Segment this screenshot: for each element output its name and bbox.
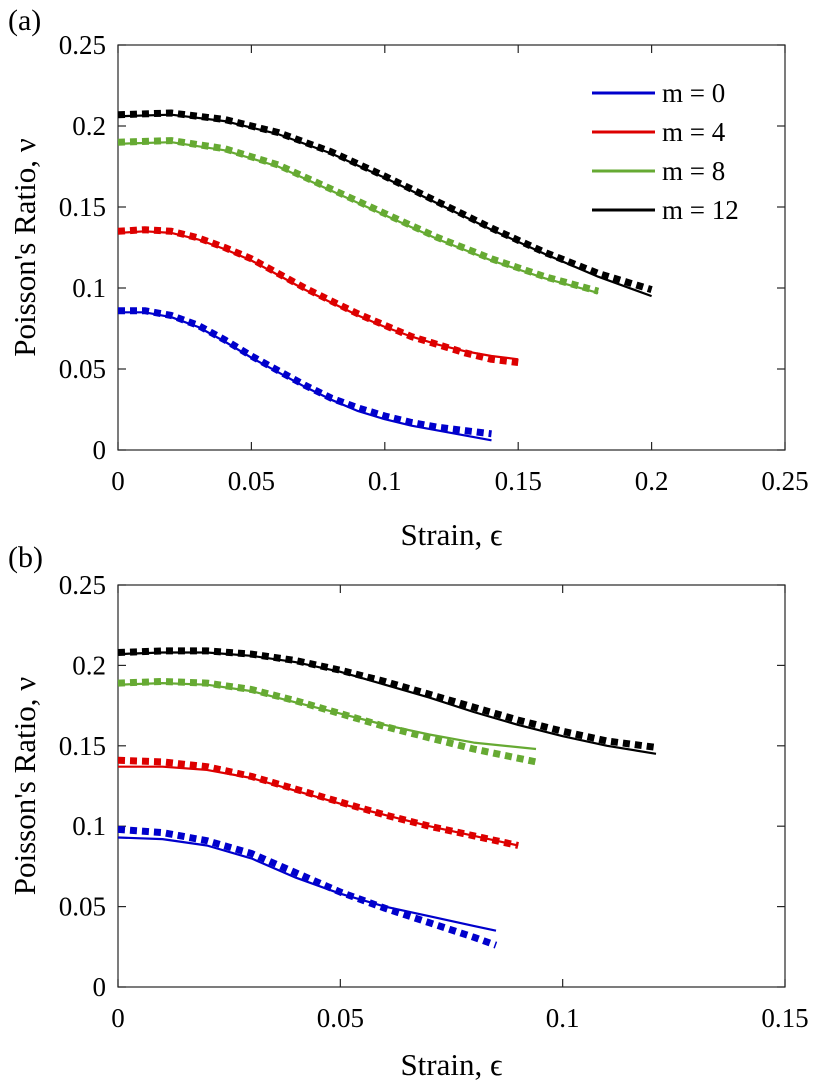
y-tick-label: 0.1: [72, 273, 106, 303]
chart-panel: (a) 0 0.05 0.1 0.15 0.2 0.25 0 0.05 0.1 0.15 0.2 0.2…: [7, 4, 809, 552]
legend: m = 0 m = 4 m = 8 m = 12: [592, 78, 739, 225]
y-tick-label: 0.2: [72, 650, 106, 680]
x-tick-label: 0.2: [635, 466, 669, 496]
y-axis-label: Poisson's Ratio, ν: [7, 677, 42, 896]
chart-panel: (b) 0 0.05 0.1 0.15 0 0.05 0.1 0.15 0.2 0.25 Strain…: [7, 541, 809, 1082]
y-tick-label: 0.15: [59, 192, 106, 222]
series-line-solid: [117, 230, 519, 361]
x-tick-label: 0.05: [228, 466, 275, 496]
y-tick-label: 0: [93, 972, 107, 1002]
series-line-solid: [117, 651, 657, 755]
y-tick-label: 0.25: [59, 30, 106, 60]
legend-label: m = 8: [662, 156, 725, 186]
x-axis-label: Strain, ϵ: [400, 517, 502, 552]
series-line-solid: [117, 836, 497, 932]
series-line-solid: [117, 113, 652, 298]
x-tick-label: 0.15: [761, 1003, 808, 1033]
y-tick-label: 0.05: [59, 892, 106, 922]
plot-frame: [117, 44, 786, 451]
legend-label: m = 4: [662, 117, 726, 147]
series-line-dotted: [117, 137, 600, 295]
legend-label: m = 12: [662, 195, 739, 225]
y-tick-label: 0.25: [59, 570, 106, 600]
y-axis-label: Poisson's Ratio, ν: [7, 138, 42, 357]
series-line-dotted: [117, 756, 519, 849]
x-tick-label: 0.05: [317, 1003, 364, 1033]
x-tick-label: 0: [111, 1003, 125, 1033]
y-tick-label: 0.15: [59, 731, 106, 761]
series-line-dotted: [117, 109, 653, 293]
series-line-dotted: [117, 647, 657, 751]
series-line-solid: [117, 681, 537, 751]
series-line-dotted: [117, 678, 537, 766]
x-tick-label: 0: [111, 466, 125, 496]
y-tick-label: 0: [93, 435, 107, 465]
legend-label: m = 0: [662, 78, 725, 108]
series-line-solid: [118, 311, 492, 442]
x-tick-label: 0.25: [761, 466, 808, 496]
x-axis-label: Strain, ϵ: [400, 1047, 502, 1082]
x-tick-label: 0.15: [495, 466, 542, 496]
x-tick-label: 0.1: [368, 466, 402, 496]
y-tick-label: 0.1: [72, 811, 106, 841]
plot-frame: [117, 584, 786, 988]
y-tick-label: 0.2: [72, 111, 106, 141]
x-tick-label: 0.1: [546, 1003, 580, 1033]
series-line-dotted: [117, 825, 498, 949]
y-tick-label: 0.05: [59, 354, 106, 384]
series-line-dotted: [118, 307, 492, 438]
panel-label: (a): [8, 4, 41, 37]
panel-label: (b): [8, 541, 43, 574]
